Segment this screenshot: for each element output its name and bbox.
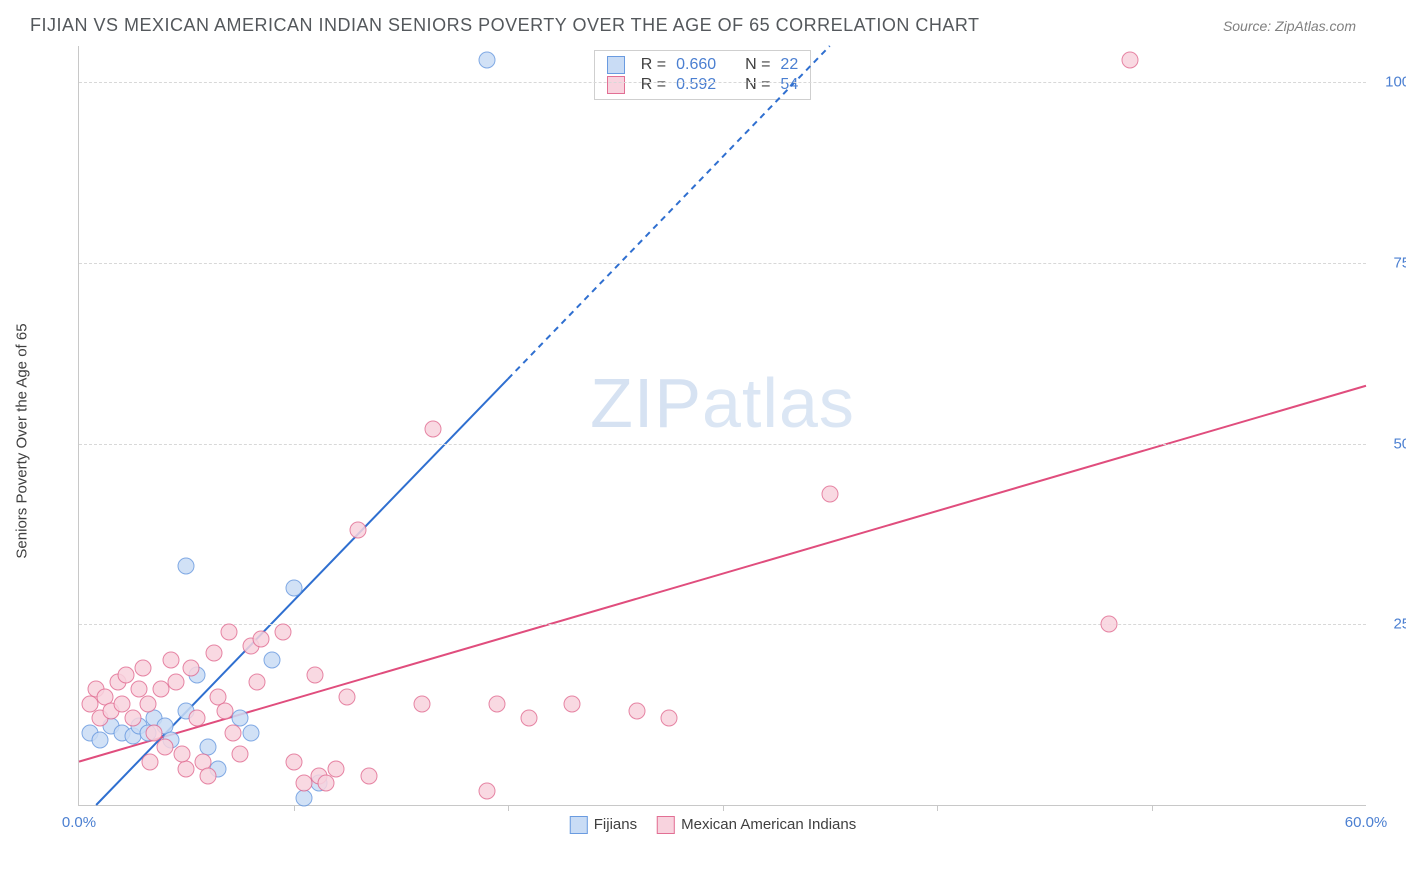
data-point [92, 731, 109, 748]
y-tick-label: 75.0% [1376, 254, 1406, 271]
data-point [424, 421, 441, 438]
data-point [124, 710, 141, 727]
data-point [821, 486, 838, 503]
data-point [206, 645, 223, 662]
x-minor-tick [294, 805, 295, 811]
data-point [221, 623, 238, 640]
data-point [135, 659, 152, 676]
data-point [242, 724, 259, 741]
data-point [339, 688, 356, 705]
x-minor-tick [937, 805, 938, 811]
data-point [478, 52, 495, 69]
header-row: FIJIAN VS MEXICAN AMERICAN INDIAN SENIOR… [10, 10, 1376, 46]
data-point [521, 710, 538, 727]
x-tick-label: 0.0% [62, 814, 96, 831]
data-point [253, 630, 270, 647]
data-point [274, 623, 291, 640]
data-point [296, 789, 313, 806]
data-point [249, 674, 266, 691]
chart-title: FIJIAN VS MEXICAN AMERICAN INDIAN SENIOR… [30, 15, 980, 36]
legend-bottom: Fijians Mexican American Indians [570, 816, 856, 834]
gridline-h [79, 82, 1366, 83]
data-point [182, 659, 199, 676]
data-point [178, 760, 195, 777]
y-tick-label: 100.0% [1376, 74, 1406, 91]
data-point [660, 710, 677, 727]
data-point [264, 652, 281, 669]
data-point [216, 703, 233, 720]
legend-swatch-mexican [657, 816, 675, 834]
data-point [489, 695, 506, 712]
data-point [118, 666, 135, 683]
source-name: ZipAtlas.com [1275, 18, 1356, 34]
data-point [414, 695, 431, 712]
data-point [360, 768, 377, 785]
data-point [225, 724, 242, 741]
data-point [173, 746, 190, 763]
data-point [328, 760, 345, 777]
data-point [188, 710, 205, 727]
y-tick-label: 25.0% [1376, 616, 1406, 633]
data-point [628, 703, 645, 720]
legend-label-fijians: Fijians [594, 816, 637, 833]
legend-swatch-fijians [570, 816, 588, 834]
data-point [231, 746, 248, 763]
chart-container: FIJIAN VS MEXICAN AMERICAN INDIAN SENIOR… [0, 0, 1406, 892]
x-tick-label: 60.0% [1345, 814, 1388, 831]
data-point [317, 775, 334, 792]
legend-label-mexican: Mexican American Indians [681, 816, 856, 833]
x-minor-tick [508, 805, 509, 811]
x-minor-tick [723, 805, 724, 811]
plot-area: ZIPatlas R = 0.660 N = 22 R = 0.592 N = [78, 46, 1366, 806]
data-point [1100, 616, 1117, 633]
x-minor-tick [1152, 805, 1153, 811]
data-point [285, 753, 302, 770]
source-attribution: Source: ZipAtlas.com [1223, 18, 1356, 34]
data-point [349, 522, 366, 539]
gridline-h [79, 263, 1366, 264]
data-point [1122, 52, 1139, 69]
legend-item-fijians: Fijians [570, 816, 637, 834]
y-tick-label: 50.0% [1376, 435, 1406, 452]
data-point [178, 558, 195, 575]
legend-item-mexican: Mexican American Indians [657, 816, 856, 834]
data-point [564, 695, 581, 712]
plot-wrap: Seniors Poverty Over the Age of 65 ZIPat… [60, 46, 1366, 836]
source-label: Source: [1223, 18, 1275, 34]
data-point [285, 580, 302, 597]
data-point [141, 753, 158, 770]
data-point [139, 695, 156, 712]
gridline-h [79, 444, 1366, 445]
trendlines-svg [79, 46, 1366, 805]
gridline-h [79, 624, 1366, 625]
data-point [167, 674, 184, 691]
y-axis-label: Seniors Poverty Over the Age of 65 [14, 323, 31, 558]
data-point [478, 782, 495, 799]
data-point [199, 768, 216, 785]
data-point [156, 739, 173, 756]
data-point [306, 666, 323, 683]
data-point [163, 652, 180, 669]
